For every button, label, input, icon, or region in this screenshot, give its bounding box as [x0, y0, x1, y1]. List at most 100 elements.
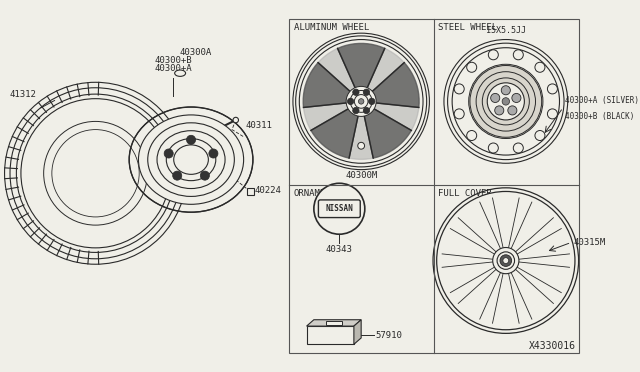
Polygon shape [442, 254, 495, 267]
Circle shape [358, 99, 364, 104]
Circle shape [436, 192, 575, 330]
Text: ALUMINUM WHEEL: ALUMINUM WHEEL [294, 23, 369, 32]
Circle shape [186, 135, 196, 144]
Polygon shape [307, 320, 361, 326]
Circle shape [353, 89, 359, 96]
FancyBboxPatch shape [319, 200, 360, 218]
Text: ORNAMENT: ORNAMENT [294, 189, 337, 198]
Text: 57910: 57910 [376, 331, 403, 340]
Text: 40343: 40343 [326, 245, 353, 254]
Polygon shape [354, 320, 361, 344]
Circle shape [513, 50, 524, 60]
Circle shape [355, 94, 368, 108]
Circle shape [488, 50, 499, 60]
Circle shape [353, 108, 359, 114]
Polygon shape [508, 270, 532, 323]
Circle shape [164, 149, 173, 158]
Polygon shape [451, 266, 498, 304]
Text: 40311: 40311 [246, 121, 273, 131]
Circle shape [364, 89, 370, 96]
Ellipse shape [148, 123, 234, 196]
Polygon shape [442, 228, 497, 259]
Circle shape [173, 171, 182, 180]
Circle shape [503, 258, 509, 263]
FancyBboxPatch shape [326, 321, 342, 325]
Text: 40300+A (SILVER): 40300+A (SILVER) [565, 96, 639, 105]
Ellipse shape [166, 139, 216, 181]
Circle shape [467, 62, 477, 72]
Circle shape [502, 98, 509, 105]
Circle shape [358, 142, 365, 149]
Polygon shape [515, 228, 570, 259]
Polygon shape [510, 202, 554, 253]
Polygon shape [367, 48, 404, 92]
Circle shape [491, 93, 500, 103]
Text: 40300+B (BLACK): 40300+B (BLACK) [565, 112, 634, 121]
Text: 40315M: 40315M [573, 238, 605, 247]
Polygon shape [337, 44, 385, 89]
Text: 40300+A: 40300+A [154, 64, 191, 73]
Text: 40300+B: 40300+B [154, 56, 191, 65]
Polygon shape [515, 262, 570, 293]
Circle shape [200, 171, 209, 180]
FancyBboxPatch shape [246, 188, 254, 195]
Circle shape [454, 109, 464, 119]
Circle shape [467, 131, 477, 141]
Text: X4330016: X4330016 [529, 341, 576, 351]
Text: STEEL WHEEL: STEEL WHEEL [438, 23, 498, 32]
Polygon shape [458, 202, 501, 253]
Polygon shape [514, 266, 561, 304]
Circle shape [508, 106, 517, 115]
Circle shape [314, 183, 365, 234]
Polygon shape [349, 115, 373, 159]
Text: 40300M: 40300M [345, 171, 378, 180]
Circle shape [454, 84, 464, 94]
Circle shape [350, 90, 372, 112]
Circle shape [44, 121, 147, 225]
Polygon shape [318, 48, 356, 92]
Circle shape [209, 149, 218, 158]
Circle shape [497, 252, 515, 269]
Polygon shape [508, 198, 532, 251]
Circle shape [487, 83, 524, 120]
Circle shape [500, 255, 511, 266]
Polygon shape [373, 103, 419, 131]
Bar [289, 19, 579, 353]
Circle shape [547, 109, 557, 119]
Polygon shape [371, 62, 419, 108]
Polygon shape [364, 108, 412, 158]
Polygon shape [493, 196, 519, 250]
Circle shape [493, 247, 519, 274]
Polygon shape [307, 326, 354, 344]
Ellipse shape [157, 131, 225, 189]
Circle shape [346, 86, 376, 116]
Circle shape [452, 48, 559, 155]
Circle shape [513, 143, 524, 153]
Text: 40300A: 40300A [179, 48, 212, 57]
Circle shape [547, 84, 557, 94]
Polygon shape [480, 198, 504, 251]
Polygon shape [311, 108, 358, 158]
Polygon shape [458, 268, 501, 319]
Polygon shape [514, 218, 561, 255]
Circle shape [369, 98, 375, 105]
Text: 40224: 40224 [255, 186, 282, 195]
Circle shape [233, 117, 239, 123]
Circle shape [501, 86, 510, 95]
Circle shape [447, 43, 564, 160]
Text: 15X5.5JJ: 15X5.5JJ [486, 26, 526, 35]
Ellipse shape [138, 115, 244, 204]
Polygon shape [451, 218, 498, 255]
Circle shape [364, 108, 370, 114]
Polygon shape [303, 103, 349, 131]
Polygon shape [510, 268, 554, 319]
Circle shape [512, 93, 521, 103]
Circle shape [495, 106, 504, 115]
Circle shape [468, 64, 543, 138]
Circle shape [535, 131, 545, 141]
Polygon shape [303, 62, 351, 108]
Polygon shape [442, 262, 497, 293]
Polygon shape [493, 271, 519, 325]
Circle shape [348, 98, 354, 105]
Ellipse shape [175, 70, 186, 76]
